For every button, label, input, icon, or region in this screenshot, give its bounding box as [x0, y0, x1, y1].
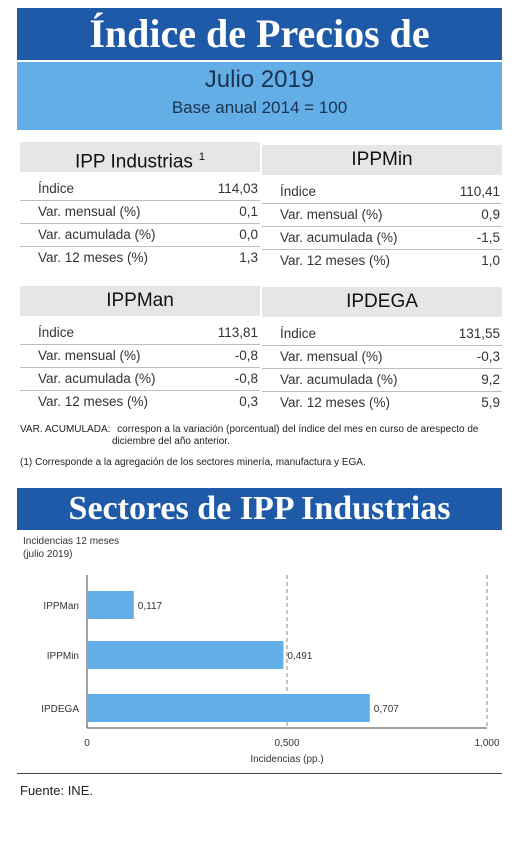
stat-label: Var. 12 meses (%) [38, 250, 149, 265]
data-label: 0,707 [374, 704, 399, 715]
panel-title: IPP Industrias 1 [20, 142, 260, 172]
panel-rows: Índice 131,55 Var. mensual (%) -0,3 Var. acu… [262, 323, 502, 414]
panel-ippman: IPPMan Índice 113,81 Var. mensual (%) -0,8 Va… [20, 286, 260, 413]
stat-value: 114,03 [217, 181, 258, 196]
stat-label: Var. acumulada (%) [280, 230, 398, 245]
stat-row: Var. mensual (%) 0,9 [262, 204, 502, 227]
period-label: Julio 2019 [204, 66, 315, 93]
stat-value: 131,55 [458, 326, 500, 341]
category-label: IPPMan [43, 601, 79, 612]
panel-ipp-industrias: IPP Industrias 1 Índice 114,03 Var. mensual … [20, 142, 260, 269]
stat-value: -0,8 [234, 371, 258, 386]
note-acumulada-text-2: diciembre del año anterior. [112, 436, 230, 447]
stat-value: 0,3 [239, 394, 258, 409]
stat-row: Var. acumulada (%) -1,5 [262, 227, 502, 250]
stat-value: 1,3 [239, 250, 258, 265]
source-divider [17, 773, 502, 774]
base-label: Base anual 2014 = 100 [171, 98, 348, 117]
panel-rows: Índice 110,41 Var. mensual (%) 0,9 Var. acum… [262, 181, 502, 272]
stat-value: 9,2 [481, 372, 500, 387]
stat-row: Var. 12 meses (%) 1,3 [20, 247, 260, 269]
chart-subtitle-1: Incidencias 12 meses [23, 536, 120, 547]
stat-row: Índice 113,81 [20, 322, 260, 345]
panel-rows: Índice 114,03 Var. mensual (%) 0,1 Var. acum… [20, 178, 260, 269]
section-title: Sectores de IPP Industrias [17, 488, 502, 530]
stat-value: 113,81 [217, 325, 258, 340]
category-label: IPPMin [47, 651, 79, 662]
x-tick-label: 0 [84, 738, 90, 749]
chart-subtitle-2: (julio 2019) [23, 549, 73, 560]
x-tick-label: 0,500 [274, 738, 299, 749]
panel-title-text: IPPMin [351, 149, 413, 170]
stat-row: Var. 12 meses (%) 1,0 [262, 250, 502, 272]
source-note: Fuente: INE. [20, 783, 93, 798]
stat-label: Var. acumulada (%) [38, 227, 156, 242]
stat-label: Var. mensual (%) [38, 204, 141, 219]
stat-row: Var. 12 meses (%) 5,9 [262, 392, 502, 414]
stat-row: Var. acumulada (%) 0,0 [20, 224, 260, 247]
stat-row: Índice 110,41 [262, 181, 502, 204]
x-tick-label: 1,000 [474, 738, 499, 749]
panel-title-text: IPP Industrias [74, 151, 193, 173]
stat-row: Var. acumulada (%) 9,2 [262, 369, 502, 392]
bar-ipdega [87, 694, 370, 722]
stat-row: Índice 114,03 [20, 178, 260, 201]
panel-title: IPPMan [20, 286, 260, 316]
stat-label: Var. 12 meses (%) [38, 394, 149, 409]
main-title: Índice de Precios de Productor [17, 8, 502, 108]
incidencias-bar-chart: IPPMan 0,117 IPPMin 0,491 IPDEGA 0,707 0 0,500 1… [41, 575, 500, 765]
footnote-marker: 1 [198, 151, 206, 163]
sub-banner: Julio 2019 Base anual 2014 = 100 [17, 62, 502, 130]
stat-value: 0,1 [239, 204, 258, 219]
stat-row: Var. mensual (%) -0,3 [262, 346, 502, 369]
note-acumulada-label: VAR. ACUMULADA: [20, 424, 111, 435]
note-acumulada: VAR. ACUMULADA: correspon a la variación… [20, 424, 479, 448]
stat-value: -0,3 [476, 349, 500, 364]
stat-label: Var. acumulada (%) [38, 371, 156, 386]
panel-title: IPPMin [262, 145, 502, 175]
panel-rows: Índice 113,81 Var. mensual (%) -0,8 Var. acu… [20, 322, 260, 413]
panel-title-text: IPDEGA [346, 291, 418, 312]
stat-label: Índice [280, 184, 317, 199]
bar-ippmin [87, 641, 284, 669]
stat-label: Var. 12 meses (%) [280, 395, 391, 410]
stat-value: 5,9 [481, 395, 500, 410]
stat-label: Índice [38, 325, 75, 340]
stat-value: 1,0 [481, 253, 500, 268]
stat-row: Var. mensual (%) 0,1 [20, 201, 260, 224]
stat-row: Índice 131,55 [262, 323, 502, 346]
panel-ippmin: IPPMin Índice 110,41 Var. mensual (%) 0,9 Var… [262, 145, 502, 272]
stat-label: Var. mensual (%) [280, 349, 383, 364]
stat-value: 0,9 [481, 207, 500, 222]
x-axis-label: Incidencias (pp.) [250, 754, 323, 765]
note-acumulada-text: correspon a la variación (porcentual) de… [117, 424, 479, 435]
category-label: IPDEGA [41, 704, 79, 715]
stat-row: Var. acumulada (%) -0,8 [20, 368, 260, 391]
data-label: 0,117 [138, 601, 163, 612]
stat-label: Var. acumulada (%) [280, 372, 398, 387]
stat-label: Índice [38, 181, 75, 196]
panel-ipdega: IPDEGA Índice 131,55 Var. mensual (%) -0,3 Va… [262, 287, 502, 414]
stat-value: -0,8 [234, 348, 258, 363]
stat-row: Var. mensual (%) -0,8 [20, 345, 260, 368]
stat-value: -1,5 [476, 230, 500, 245]
stat-label: Índice [280, 326, 317, 341]
stat-value: 110,41 [459, 184, 500, 199]
stat-row: Var. 12 meses (%) 0,3 [20, 391, 260, 413]
panel-title: IPDEGA [262, 287, 502, 317]
footnote: (1) Corresponde a la agregación de los s… [20, 457, 366, 468]
bar-ippman [87, 591, 134, 619]
stat-value: 0,0 [239, 227, 258, 242]
panel-title-text: IPPMan [106, 290, 174, 311]
data-label: 0,491 [287, 651, 312, 662]
stat-label: Var. mensual (%) [38, 348, 141, 363]
stat-label: Var. mensual (%) [280, 207, 383, 222]
stat-label: Var. 12 meses (%) [280, 253, 391, 268]
